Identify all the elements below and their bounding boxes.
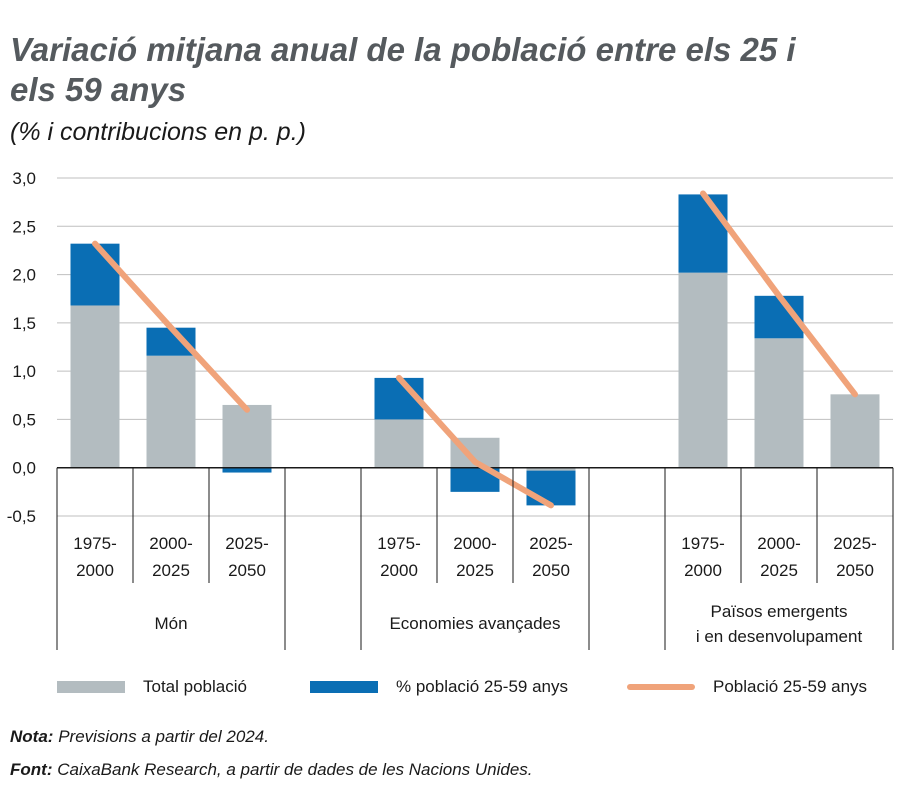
x-tick-label: 2000 [380, 561, 418, 580]
bar-total [830, 394, 880, 468]
y-tick-label: 0,0 [12, 459, 36, 478]
chart-subtitle: (% i contribucions en p. p.) [10, 118, 306, 146]
bar-total [754, 338, 804, 468]
series-line [396, 374, 554, 509]
x-tick-label: 2000- [453, 534, 496, 553]
x-tick-label: 2050 [532, 561, 570, 580]
bar-total [374, 419, 424, 468]
legend: Total població % població 25-59 anys Pob… [0, 672, 900, 702]
bar-total [222, 404, 272, 468]
bar-total [146, 355, 196, 468]
group-label: Món [154, 614, 187, 633]
x-tick-label: 2050 [228, 561, 266, 580]
group-label: Països emergents [710, 602, 847, 621]
legend-label-total: Total població [143, 677, 247, 696]
x-tick-label: 2025- [529, 534, 572, 553]
x-tick-label: 2000- [757, 534, 800, 553]
y-tick-label: 1,5 [12, 314, 36, 333]
x-tick-label: 2025- [833, 534, 876, 553]
series-line [92, 240, 250, 413]
bar-total [526, 467, 576, 471]
x-tick-label: 2025 [760, 561, 798, 580]
legend-label-line: Població 25-59 anys [713, 677, 868, 696]
note-label: Nota: [10, 727, 54, 746]
note-text: Previsions a partir del 2024. [58, 727, 269, 746]
x-tick-label: 2025 [152, 561, 190, 580]
y-tick-label: 2,0 [12, 266, 36, 285]
source-label: Font: [10, 760, 53, 779]
y-tick-label: 2,5 [12, 217, 36, 236]
x-tick-label: 2025 [456, 561, 494, 580]
x-tick-label: 2000- [149, 534, 192, 553]
source: Font: CaixaBank Research, a partir de da… [10, 760, 533, 780]
legend-item-line: Població 25-59 anys [627, 672, 867, 702]
y-tick-label: 1,0 [12, 362, 36, 381]
legend-swatch-share [310, 681, 378, 693]
legend-swatch-line [627, 684, 695, 690]
bar-share [678, 194, 728, 273]
legend-item-share: % població 25-59 anys [310, 672, 568, 702]
group-label: i en desenvolupament [696, 627, 863, 646]
x-tick-label: 1975- [73, 534, 116, 553]
x-tick-label: 1975- [681, 534, 724, 553]
bar-share [526, 470, 576, 506]
x-tick-label: 2025- [225, 534, 268, 553]
source-text: CaixaBank Research, a partir de dades de… [57, 760, 533, 779]
legend-swatch-total [57, 681, 125, 693]
bar-share [222, 467, 272, 473]
x-tick-label: 2000 [684, 561, 722, 580]
legend-item-total: Total població [57, 672, 247, 702]
x-tick-label: 2050 [836, 561, 874, 580]
bar-total [678, 272, 728, 468]
series-line [700, 190, 858, 398]
group-label: Economies avançades [389, 614, 560, 633]
y-tick-label: -0,5 [7, 507, 36, 526]
chart-title: Variació mitjana anual de la població en… [10, 31, 796, 108]
bar-total [70, 305, 120, 468]
x-tick-label: 1975- [377, 534, 420, 553]
y-tick-label: 0,5 [12, 410, 36, 429]
chart-area: 3,0 2,5 2,0 1,5 1,0 0,5 0,0 -0,5 1975- 2000 2000- 2… [7, 169, 894, 650]
x-tick-label: 2000 [76, 561, 114, 580]
y-tick-label: 3,0 [12, 169, 36, 188]
legend-label-share: % població 25-59 anys [396, 677, 569, 696]
note: Nota: Previsions a partir del 2024. [10, 727, 269, 747]
bar-share [70, 243, 120, 306]
